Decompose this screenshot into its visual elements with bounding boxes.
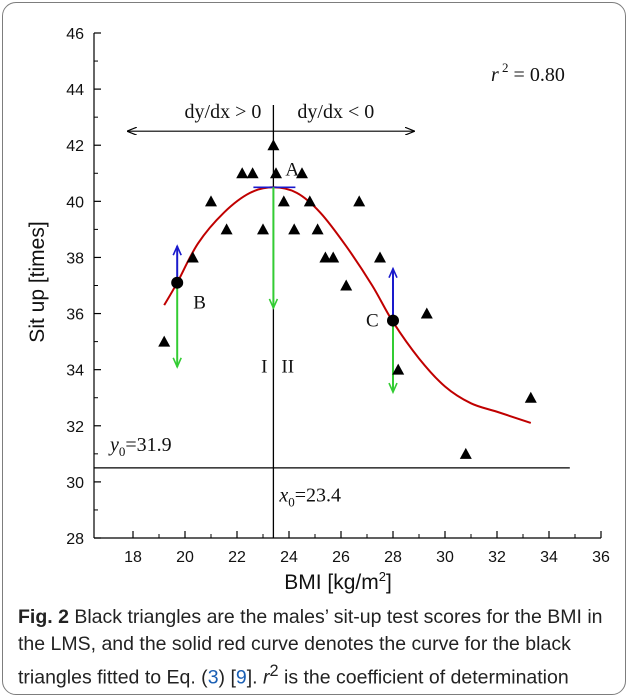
y-tick-label: 28: [66, 531, 84, 548]
caption-text-2: ) [: [218, 666, 236, 689]
caption-label: Fig. 2: [18, 606, 69, 628]
x-tick-label: 20: [176, 549, 194, 566]
x-tick-label: 28: [384, 549, 402, 566]
data-point-triangle: [270, 167, 282, 179]
data-point-triangle: [158, 335, 171, 347]
point-c-label: C: [366, 311, 379, 332]
data-point-triangle: [205, 195, 217, 207]
data-point-triangle: [327, 251, 340, 263]
citation-link[interactable]: 9: [235, 666, 247, 689]
data-points: [158, 139, 537, 459]
data-point-triangle: [524, 391, 537, 403]
x-tick-label: 18: [124, 549, 142, 566]
equation-reference-link[interactable]: 3: [207, 666, 219, 689]
x-tick-label: 24: [280, 549, 298, 566]
data-point-triangle: [311, 223, 324, 235]
region-i-label: I: [261, 356, 267, 377]
axis-ticks: 28 30 32 34 36 38 40 42 44 46 18 20 22 24 26 28 30 32 34 36: [66, 26, 610, 566]
data-point-triangle: [246, 167, 259, 179]
fitted-curve-layer: [163, 186, 532, 424]
data-point-triangle: [277, 195, 290, 207]
x-axis-label: BMI [kg/m2]: [284, 569, 392, 594]
up-arrow-c-head: [388, 266, 398, 278]
scatter-plot: 28 30 32 34 36 38 40 42 44 46 18 20 22 24 26 28 30 32 34 36…: [26, 26, 610, 594]
data-point-triangle: [220, 223, 233, 235]
y-tick-label: 36: [66, 307, 84, 324]
x-tick-label: 22: [228, 549, 246, 566]
x-tick-label: 30: [436, 549, 454, 566]
data-point-triangle: [186, 251, 199, 263]
caption-text-4: is the coefficient of determination: [278, 666, 569, 689]
data-point-triangle: [267, 139, 280, 151]
y-tick-label: 40: [66, 194, 84, 211]
data-point-triangle: [296, 167, 308, 179]
data-point-triangle: [353, 195, 366, 207]
y-tick-label: 32: [66, 419, 84, 436]
y-tick-label: 42: [66, 138, 84, 155]
point-a-label: A: [285, 159, 299, 180]
data-point-triangle: [459, 447, 472, 459]
data-point-triangle: [303, 195, 316, 207]
data-point-triangle: [374, 251, 386, 263]
down-arrow-b-head: [172, 357, 182, 369]
y-tick-label: 38: [66, 250, 84, 267]
data-point-triangle: [340, 279, 353, 291]
r-superscript: 2: [269, 662, 279, 680]
y-tick-label: 34: [66, 363, 84, 380]
dydx-positive-label: dy/dx > 0: [185, 101, 262, 123]
reference-lines: [94, 105, 570, 538]
down-arrow-c-head: [388, 382, 398, 395]
dydx-negative-label: dy/dx < 0: [297, 101, 374, 123]
r-squared-label: r 2 = 0.80: [491, 60, 565, 86]
y-tick-label: 30: [66, 475, 84, 492]
x-tick-label: 36: [592, 549, 610, 566]
caption-text: Black triangles are the males’ sit-up te…: [18, 606, 603, 689]
data-point-triangle: [288, 223, 301, 235]
marked-point-b: [171, 276, 184, 289]
fitted-curve: [163, 186, 532, 424]
y-tick-label: 46: [66, 26, 84, 43]
x-tick-label: 26: [332, 549, 350, 566]
figure-caption: Fig. 2 Black triangles are the males’ si…: [18, 604, 614, 692]
point-b-label: B: [193, 293, 206, 314]
region-ii-label: II: [281, 356, 294, 377]
y-tick-label: 44: [66, 82, 84, 99]
r-symbol: r: [263, 666, 270, 689]
data-point-triangle: [257, 223, 269, 235]
up-arrow-b-head: [172, 244, 182, 256]
data-point-triangle: [420, 307, 433, 319]
caption-text-3: ].: [246, 666, 264, 689]
data-point-triangle: [236, 167, 249, 179]
x0-label: x0=23.4: [278, 485, 341, 510]
data-point-triangle: [319, 251, 332, 263]
x-tick-label: 34: [540, 549, 558, 566]
x-tick-label: 32: [488, 549, 506, 566]
y-axis-label: Sit up [times]: [26, 221, 49, 342]
down-arrow-a-head: [268, 298, 279, 310]
y0-label: y0=31.9: [108, 434, 172, 459]
marked-point-c: [387, 314, 399, 327]
data-point-triangle: [392, 363, 405, 375]
